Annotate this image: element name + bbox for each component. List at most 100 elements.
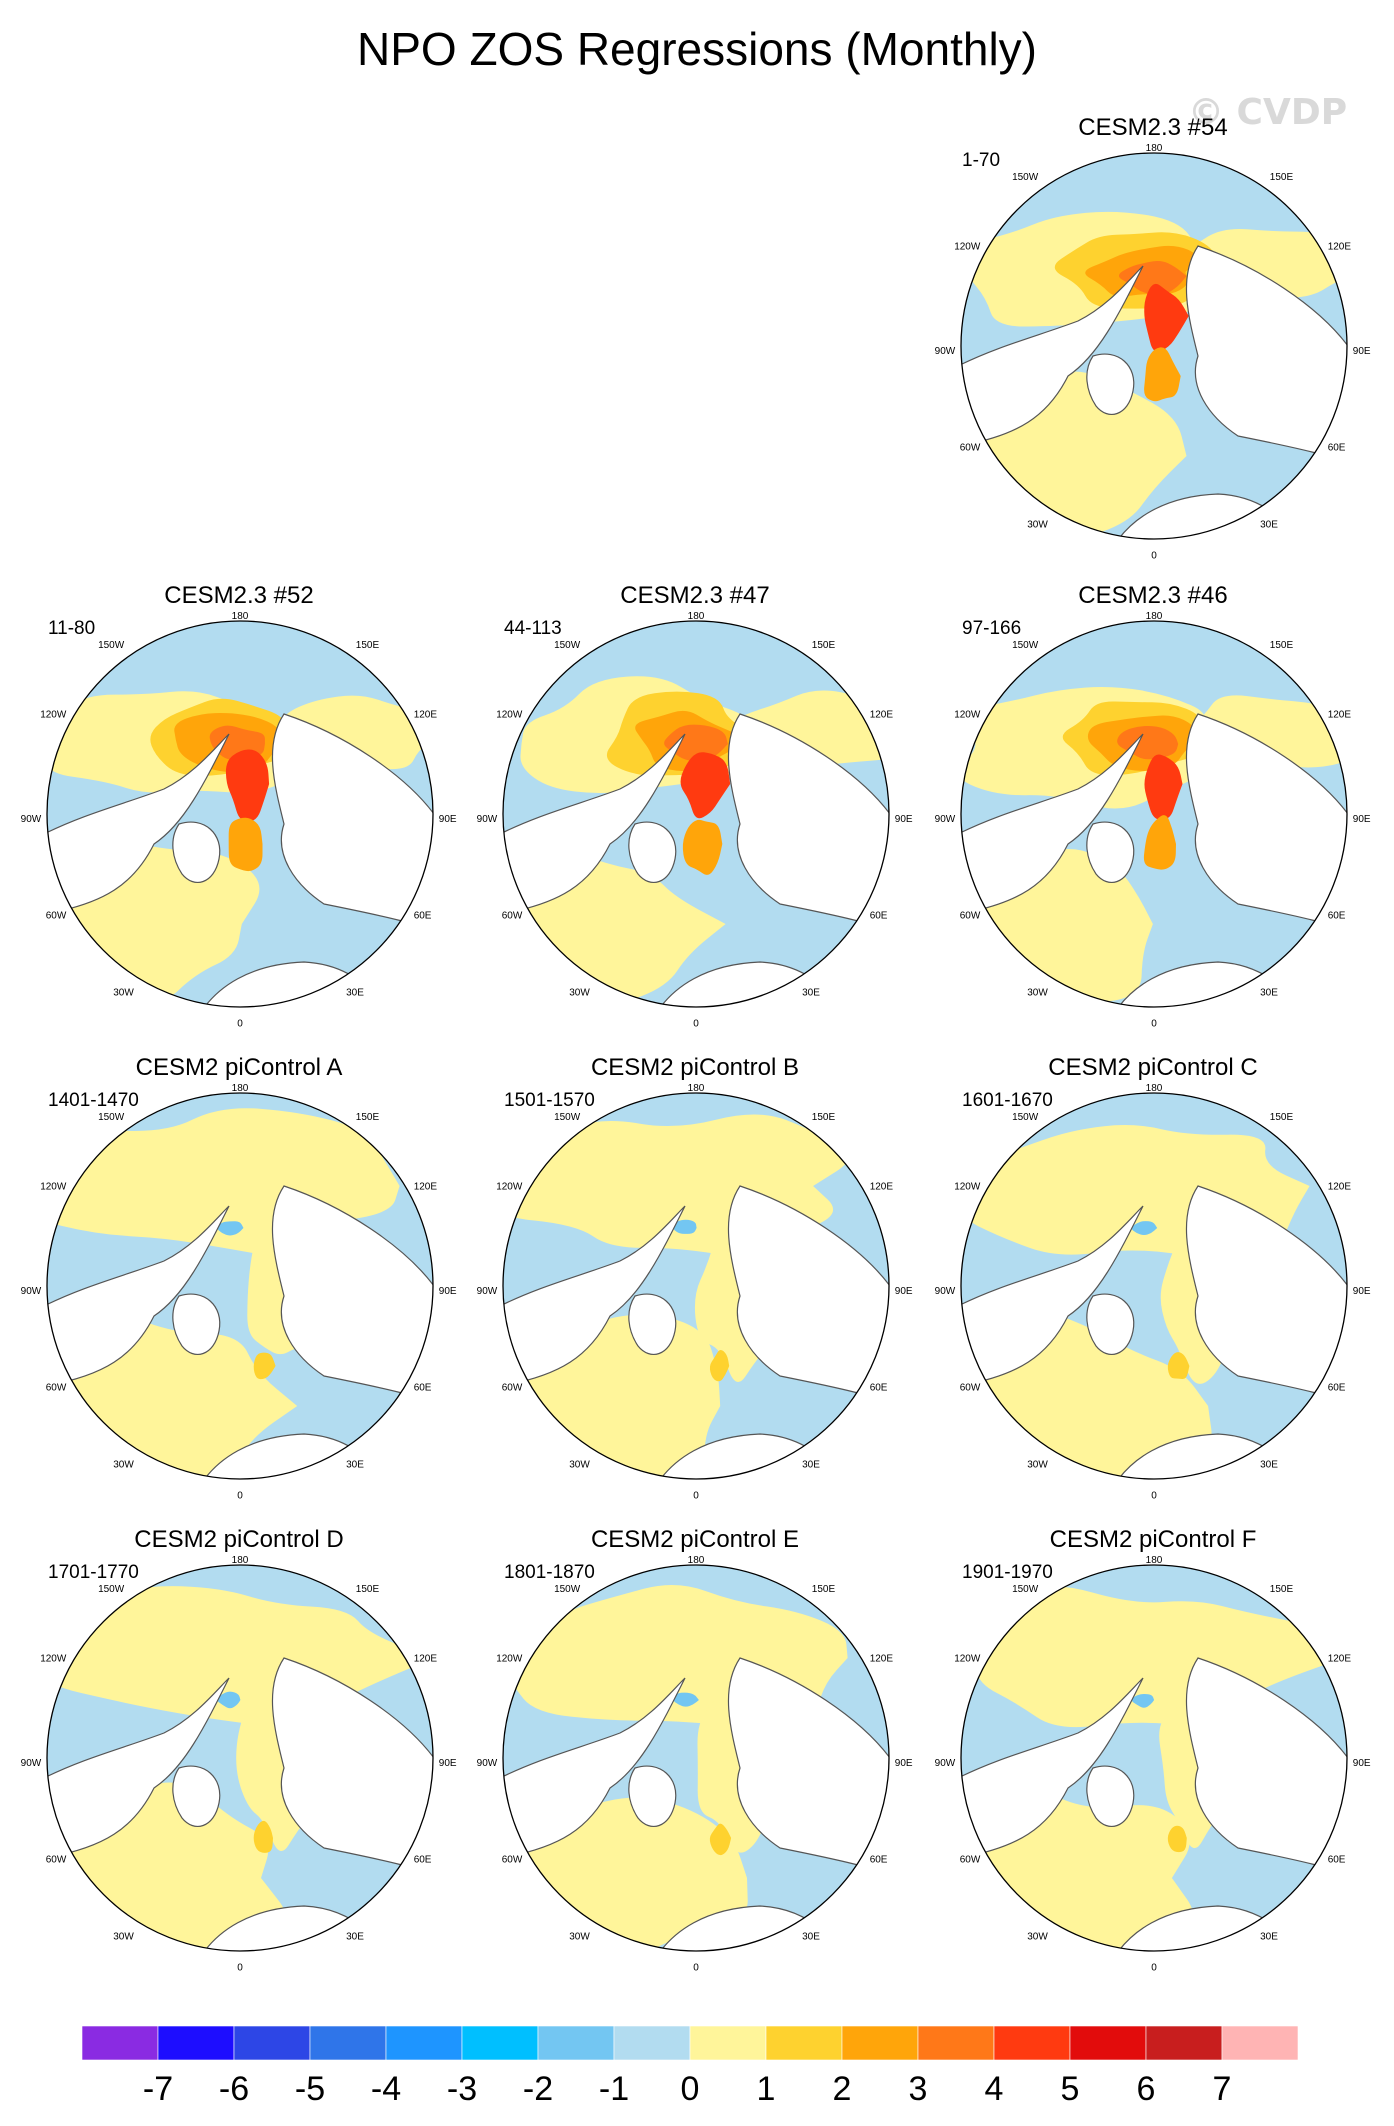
- negative-anomaly: [1131, 1693, 1155, 1708]
- longitude-label: 0: [1151, 550, 1157, 561]
- map-boundary: [46, 1564, 434, 1952]
- colorbar-swatch: [537, 2026, 615, 2061]
- panel-title: CESM2 piControl A: [135, 1054, 343, 1081]
- longitude-label: 120E: [870, 710, 894, 721]
- longitude-label: 60W: [960, 1854, 981, 1865]
- longitude-label: 90E: [1353, 1286, 1371, 1297]
- colorbar-tick-label: 2: [833, 2070, 852, 2108]
- positive-anomaly: [1167, 1825, 1187, 1853]
- panel-years: 1801-1870: [504, 1562, 595, 1583]
- longitude-label: 60E: [870, 1854, 888, 1865]
- landmass-north-america: [503, 1205, 686, 1387]
- map-panel: CESM2 piControl A 1401-1470 180 150E 120E 90E…: [21, 1054, 474, 1501]
- longitude-label: 90W: [21, 1286, 42, 1297]
- colorbar-swatch: [993, 2026, 1071, 2061]
- colorbar-swatch: [917, 2026, 995, 2061]
- longitude-label: 150E: [1270, 1112, 1294, 1123]
- longitude-label: 120W: [496, 710, 523, 721]
- longitude-label: 150E: [356, 1584, 380, 1595]
- map-boundary: [960, 1092, 1348, 1480]
- map-boundary: [960, 620, 1348, 1008]
- positive-anomaly: [709, 1349, 730, 1382]
- longitude-label: 30E: [1260, 988, 1278, 999]
- colorbar-swatch: [82, 2026, 159, 2061]
- longitude-label: 60E: [870, 1382, 888, 1393]
- longitude-label: 150W: [98, 1112, 125, 1123]
- panel-title: CESM2 piControl B: [590, 1054, 800, 1081]
- polar-map: 180 150E 120E 90E 60E 30E 0 30W 60W 90W 120W 150W: [935, 1083, 1371, 1501]
- colorbar-tick-label: 3: [909, 2070, 928, 2108]
- longitude-label: 60W: [502, 1854, 523, 1865]
- longitude-label: 30W: [1027, 1932, 1048, 1943]
- landmass-greenland: [1086, 353, 1135, 415]
- landmass-north-america: [961, 1205, 1144, 1387]
- longitude-label: 120W: [954, 242, 981, 253]
- longitude-label: 0: [1151, 1018, 1157, 1029]
- landmass-north-america: [47, 1677, 230, 1859]
- longitude-label: 180: [1146, 611, 1163, 622]
- longitude-label: 30E: [346, 1460, 364, 1471]
- map-panel: CESM2 piControl F 1901-1970 180 150E 120E 90E…: [935, 1526, 1388, 1973]
- polar-map: 180 150E 120E 90E 60E 30E 0 30W 60W 90W 120W 150W: [935, 611, 1371, 1029]
- positive-anomaly: [228, 817, 263, 872]
- colorbar-tick-label: 6: [1137, 2070, 1156, 2108]
- negative-anomaly: [673, 1219, 697, 1234]
- longitude-label: 30E: [1260, 1932, 1278, 1943]
- longitude-label: 60W: [960, 1382, 981, 1393]
- longitude-label: 30W: [113, 1932, 134, 1943]
- colorbar-tick-label: -2: [523, 2070, 553, 2108]
- panel-years: 11-80: [48, 618, 96, 639]
- colorbar-tick-label: -7: [143, 2070, 173, 2108]
- longitude-label: 60W: [46, 1854, 67, 1865]
- longitude-label: 120E: [1328, 242, 1352, 253]
- negative-anomaly: [673, 1692, 699, 1707]
- longitude-label: 30W: [569, 988, 590, 999]
- colorbar-swatch: [689, 2026, 767, 2061]
- longitude-label: 120E: [870, 1654, 894, 1665]
- negative-anomaly: [1131, 1221, 1158, 1236]
- longitude-label: 90E: [895, 1286, 913, 1297]
- longitude-label: 0: [1151, 1962, 1157, 1973]
- positive-anomaly: [1144, 283, 1189, 352]
- landmass-greenland: [172, 1765, 221, 1827]
- colorbar-swatch: [233, 2026, 311, 2061]
- map-boundary: [502, 1564, 890, 1952]
- longitude-label: 30W: [1027, 520, 1048, 531]
- longitude-label: 120E: [1328, 1654, 1352, 1665]
- longitude-label: 60W: [46, 1382, 67, 1393]
- longitude-label: 60W: [960, 910, 981, 921]
- panel-title: CESM2 piControl C: [1048, 1054, 1258, 1081]
- longitude-label: 180: [688, 611, 705, 622]
- longitude-label: 120W: [954, 1182, 981, 1193]
- longitude-label: 150W: [98, 1584, 125, 1595]
- map-boundary: [46, 620, 434, 1008]
- longitude-label: 150E: [812, 1112, 836, 1123]
- panel-title: CESM2 piControl D: [134, 1526, 344, 1553]
- panel-years: 1701-1770: [48, 1562, 139, 1583]
- longitude-label: 150E: [356, 1112, 380, 1123]
- longitude-label: 30E: [1260, 520, 1278, 531]
- panel-title: CESM2.3 #52: [164, 582, 314, 609]
- landmass-north-america: [961, 1677, 1144, 1859]
- map-panel: CESM2.3 #52 11-80 180 150E 120E 90E 60E 30E 0 30W…: [21, 582, 474, 1029]
- longitude-label: 150W: [1012, 172, 1039, 183]
- longitude-label: 90E: [895, 814, 913, 825]
- polar-map: 180 150E 120E 90E 60E 30E 0 30W 60W 90W 120W 150W: [935, 143, 1371, 561]
- panel-years: 1901-1970: [962, 1562, 1053, 1583]
- longitude-label: 120E: [1328, 710, 1352, 721]
- longitude-label: 30E: [802, 1460, 820, 1471]
- polar-map: 180 150E 120E 90E 60E 30E 0 30W 60W 90W 120W 150W: [21, 1555, 457, 1973]
- positive-anomaly: [225, 749, 270, 822]
- longitude-label: 120W: [954, 710, 981, 721]
- longitude-label: 180: [232, 1555, 249, 1566]
- longitude-label: 30E: [346, 988, 364, 999]
- map-panel: CESM2 piControl C 1601-1670 180 150E 120E 90E…: [935, 1054, 1388, 1501]
- longitude-label: 30E: [802, 1932, 820, 1943]
- panel-years: 1601-1670: [962, 1090, 1053, 1111]
- longitude-label: 150W: [554, 1584, 581, 1595]
- longitude-label: 60E: [1328, 1382, 1346, 1393]
- longitude-label: 30W: [569, 1932, 590, 1943]
- longitude-label: 30W: [1027, 1460, 1048, 1471]
- landmass-greenland: [628, 1765, 677, 1827]
- longitude-label: 60W: [46, 910, 67, 921]
